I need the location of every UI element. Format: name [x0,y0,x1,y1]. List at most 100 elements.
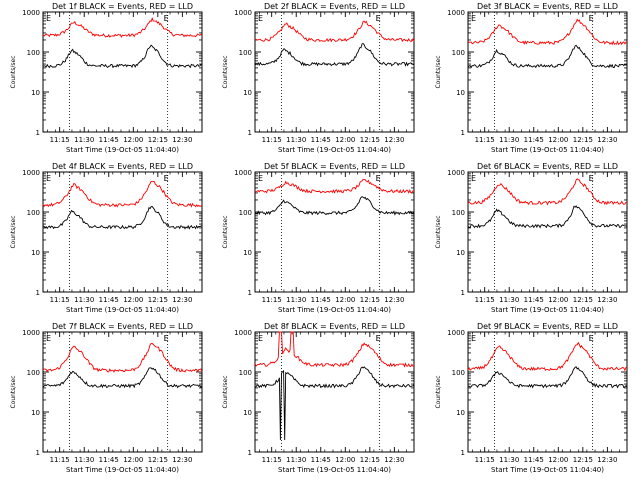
x-tick-label: 12:00 [335,136,355,144]
y-tick-label: 1000 [234,9,252,17]
series-events-line [254,196,415,216]
x-axis-label: Start Time (19-Oct-05 11:04:40) [66,146,179,154]
y-tick-label: 10 [31,89,40,97]
x-tick-label: 11:45 [311,136,331,144]
chart-title: Det 4f BLACK = Events, RED = LLD [52,162,193,171]
plot-frame [42,11,203,133]
series-events-line [42,367,203,389]
chart-panel-9: Det 9f BLACK = Events, RED = LLD 1 10 100 10… [435,322,628,474]
chart-panel-4: Det 4f BLACK = Events, RED = LLD 1 10 100 10… [10,162,203,314]
y-tick-label: 10 [456,409,465,417]
y-tick-label: 100 [239,369,252,377]
plot-frame [42,171,203,293]
x-tick-label: 12:30 [384,136,404,144]
marker-label: E [376,14,381,23]
x-tick-label: 12:15 [573,296,593,304]
plot-frame [467,171,628,293]
series-lld-line [467,18,628,46]
chart-panel-5: Det 5f BLACK = Events, RED = LLD 1 10 100 10… [222,162,415,314]
x-tick-label: 12:30 [172,456,192,464]
series-events-line [467,44,628,69]
series-events-line [467,205,628,229]
chart-panel-6: Det 6f BLACK = Events, RED = LLD 1 10 100 10… [435,162,628,314]
x-tick-label: 11:45 [524,456,544,464]
x-tick-label: 11:30 [499,296,519,304]
y-tick-label: 10 [31,409,40,417]
marker-label: E [589,334,594,343]
y-tick-label: 100 [27,209,40,217]
y-tick-label: 10 [243,249,252,257]
x-tick-label: 12:00 [548,456,568,464]
y-axis-label: Counts/sec [435,55,442,88]
x-tick-label: 11:45 [524,136,544,144]
x-tick-label: 12:00 [335,296,355,304]
marker-label: E [376,174,381,183]
series-lld-line [467,178,628,206]
y-tick-label: 1000 [234,169,252,177]
x-axis-label: Start Time (19-Oct-05 11:04:40) [66,466,179,474]
y-axis-label: Counts/sec [435,215,442,248]
series-lld-line [254,178,415,194]
x-tick-label: 12:15 [148,136,168,144]
chart-title: Det 2f BLACK = Events, RED = LLD [264,2,405,11]
y-tick-label: 1000 [22,329,40,337]
chart-panel-2: Det 2f BLACK = Events, RED = LLD 1 10 100 10… [222,2,415,154]
x-tick-label: 12:15 [148,456,168,464]
y-axis-label: Counts/sec [435,375,442,408]
y-tick-label: 1000 [22,9,40,17]
marker-label: E [589,14,594,23]
x-tick-label: 11:45 [311,296,331,304]
y-tick-label: 1000 [447,9,465,17]
chart-title: Det 6f BLACK = Events, RED = LLD [477,162,618,171]
y-tick-label: 100 [239,209,252,217]
chart-title: Det 8f BLACK = Events, RED = LLD [264,322,405,331]
plot-frame [42,331,203,453]
plot-frame [254,171,415,293]
x-axis-label: Start Time (19-Oct-05 11:04:40) [278,466,391,474]
y-tick-label: 10 [456,89,465,97]
x-tick-label: 12:30 [597,296,617,304]
series-events-line [42,206,203,230]
x-axis-label: Start Time (19-Oct-05 11:04:40) [491,466,604,474]
x-tick-label: 11:30 [499,456,519,464]
y-tick-label: 10 [456,249,465,257]
marker-label: E [164,334,169,343]
chart-title: Det 5f BLACK = Events, RED = LLD [264,162,405,171]
x-tick-label: 12:00 [548,296,568,304]
plot-frame [467,331,628,453]
x-axis-label: Start Time (19-Oct-05 11:04:40) [491,306,604,314]
x-tick-label: 12:00 [335,456,355,464]
x-tick-label: 12:30 [597,136,617,144]
marker-label: E [471,334,476,343]
y-tick-label: 1 [36,449,40,457]
y-tick-label: 1000 [22,169,40,177]
x-tick-label: 12:15 [148,296,168,304]
series-events-line [467,366,628,389]
marker-label: E [471,14,476,23]
x-tick-label: 11:15 [475,296,495,304]
series-lld-line [254,20,415,43]
x-tick-label: 11:30 [74,136,94,144]
chart-title: Det 9f BLACK = Events, RED = LLD [477,322,618,331]
x-tick-label: 12:15 [360,296,380,304]
x-tick-label: 11:30 [74,456,94,464]
y-axis-label: Counts/sec [222,215,229,248]
x-tick-label: 12:15 [573,136,593,144]
x-axis-label: Start Time (19-Oct-05 11:04:40) [491,146,604,154]
marker-label: E [46,14,51,23]
marker-label: E [46,174,51,183]
x-tick-label: 11:15 [475,456,495,464]
y-tick-label: 10 [243,409,252,417]
y-tick-label: 100 [27,49,40,57]
y-tick-label: 100 [452,209,465,217]
chart-panel-3: Det 3f BLACK = Events, RED = LLD 1 10 100 10… [435,2,628,154]
x-tick-label: 11:45 [99,296,119,304]
chart-panel-8: Det 8f BLACK = Events, RED = LLD 1 10 100 10… [222,322,415,474]
series-events-line [254,366,415,441]
y-tick-label: 1 [36,129,40,137]
x-tick-label: 11:45 [99,136,119,144]
x-tick-label: 11:15 [50,456,70,464]
x-tick-label: 11:45 [524,296,544,304]
x-tick-label: 12:30 [384,296,404,304]
